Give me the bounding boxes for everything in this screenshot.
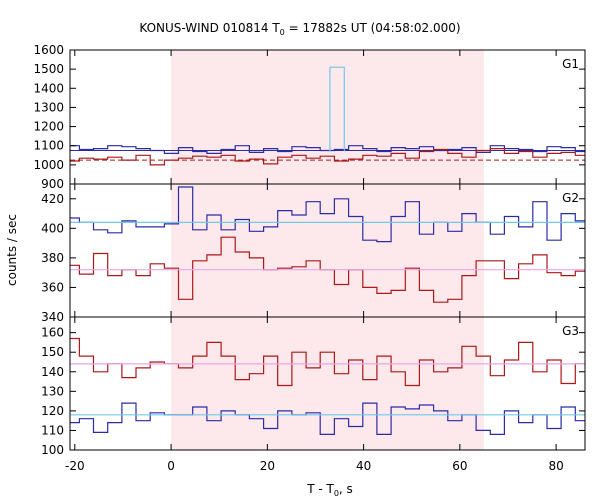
y-tick-label: 340 [41, 310, 64, 324]
chart-title: KONUS-WIND 010814 T0 = 17882s UT (04:58:… [139, 21, 460, 37]
y-tick-label: 380 [41, 251, 64, 265]
y-tick-label: 1200 [33, 120, 64, 134]
y-tick-label: 1500 [33, 62, 64, 76]
x-tick-label: 0 [167, 459, 175, 473]
y-tick-label: 140 [41, 365, 64, 379]
y-tick-label: 420 [41, 192, 64, 206]
y-tick-label: 120 [41, 404, 64, 418]
y-tick-label: 150 [41, 345, 64, 359]
panel-g1: 900 1000 1100 1200 1300 1400 1500 1600 G1 [33, 43, 586, 191]
y-tick-label: 160 [41, 326, 64, 340]
x-tick-label: -20 [65, 459, 85, 473]
panel-g3: 100 110 120 130 140 150 160 G3 [41, 316, 586, 457]
highlight-interval [171, 50, 484, 184]
x-tick-label: 40 [356, 459, 371, 473]
y-tick-label: 110 [41, 423, 64, 437]
x-axis-label: T - T0, s [306, 482, 353, 498]
x-tick-label: 80 [548, 459, 563, 473]
panel-label: G1 [562, 57, 579, 71]
x-tick-label: 20 [260, 459, 275, 473]
y-tick-label: 900 [41, 177, 64, 191]
y-tick-label: 1100 [33, 139, 64, 153]
y-tick-label: 100 [41, 443, 64, 457]
x-axis-ticks: -20 0 20 40 60 80 [65, 459, 564, 473]
y-tick-label: 1300 [33, 100, 64, 114]
series-red-g1-1 [70, 148, 585, 166]
panel-g2: 340 360 380 400 420 G2 [41, 183, 586, 324]
series-cyan-g1-2 [329, 66, 345, 152]
panel-label: G3 [562, 324, 579, 338]
series-blue-g3-1 [70, 402, 585, 435]
y-tick-label: 400 [41, 221, 64, 235]
y-tick-label: 360 [41, 280, 64, 294]
plot-area: 9001000110012001300140015001600G13403603… [33, 43, 586, 473]
series-blue-g1-0 [70, 145, 585, 154]
y-tick-label: 1000 [33, 158, 64, 172]
panel-label: G2 [562, 191, 579, 205]
panel-frame [69, 316, 586, 451]
y-tick-label: 1400 [33, 81, 64, 95]
series-red-g3-0 [70, 337, 585, 387]
y-axis-label: counts / sec [5, 214, 19, 286]
y-tick-label: 1600 [33, 43, 64, 57]
highlight-interval [171, 184, 484, 317]
y-tick-label: 130 [41, 384, 64, 398]
highlight-interval [171, 317, 484, 450]
x-tick-label: 60 [452, 459, 467, 473]
series-blue-g2-0 [70, 186, 585, 243]
